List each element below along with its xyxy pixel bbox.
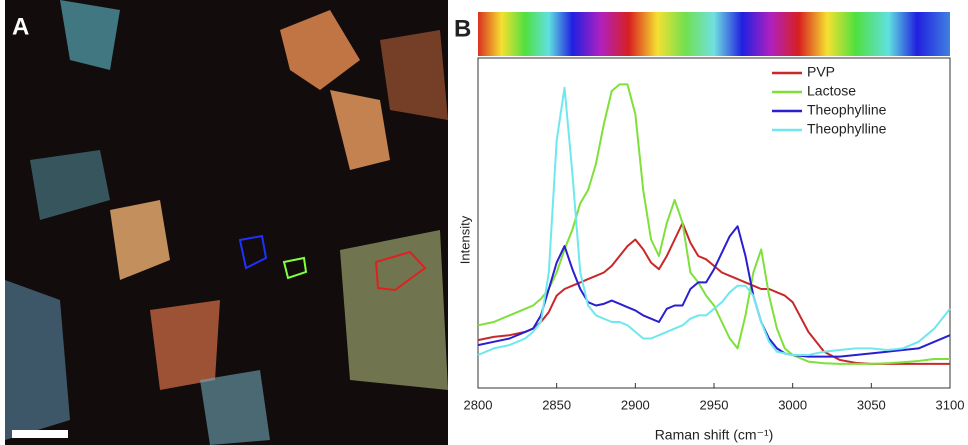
x-tick-label: 2900 [621, 397, 650, 412]
series-line [477, 222, 950, 365]
color-bar [478, 12, 950, 56]
y-axis-label: Intensity [457, 215, 472, 264]
x-tick-label: 2800 [464, 397, 493, 412]
x-tick-label: 2950 [700, 397, 729, 412]
x-axis-label: Raman shift (cm⁻¹) [655, 427, 774, 443]
x-tick-label: 3100 [936, 397, 965, 412]
series-line [477, 225, 951, 358]
legend-label: Theophylline [807, 121, 887, 137]
series-line [477, 86, 951, 356]
legend-label: Theophylline [807, 102, 887, 118]
micrograph [5, 0, 448, 445]
legend-label: Lactose [807, 83, 856, 99]
panel-label: B [454, 15, 471, 42]
x-tick-label: 3050 [857, 397, 886, 412]
x-tick-label: 2850 [542, 397, 571, 412]
series-line [477, 83, 950, 365]
legend-label: PVP [807, 64, 835, 80]
x-tick-label: 3000 [778, 397, 807, 412]
panel-label: A [12, 13, 29, 40]
